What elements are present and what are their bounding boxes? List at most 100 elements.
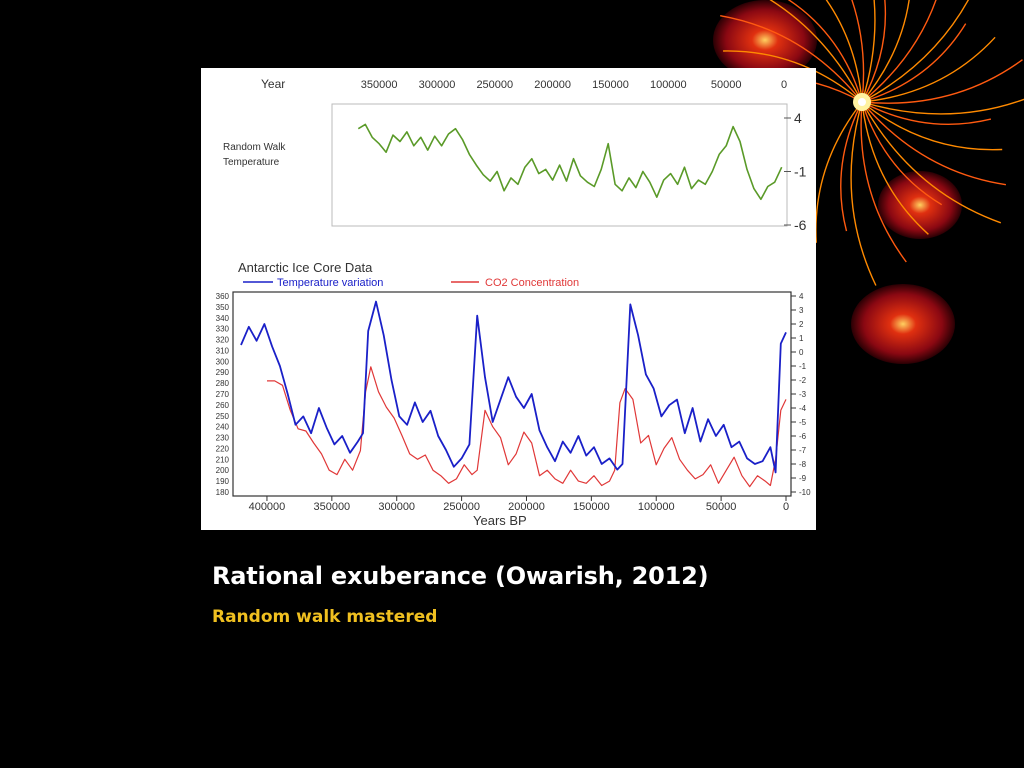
figure-svg: Year Random Walk Temperature 350000 30000…	[216, 77, 811, 528]
bottom-chart-x-ticks: 400000 350000 300000 250000 200000 150000 1000…	[249, 496, 789, 513]
bottom-x-tick-label: 200000	[508, 501, 545, 513]
bottom-left-y-tick-label: 270	[216, 390, 230, 399]
top-x-tick-label: 0	[781, 79, 787, 91]
firework-ray	[825, 0, 863, 103]
bottom-x-tick-label: 100000	[638, 501, 675, 513]
bottom-right-y-tick-label: -8	[799, 460, 807, 469]
figure-panel: Year Random Walk Temperature 350000 30000…	[201, 68, 816, 530]
bottom-chart-frame	[232, 291, 792, 497]
bottom-right-y-tick-label: -2	[799, 376, 807, 385]
bottom-x-tick-label: 400000	[249, 501, 286, 513]
bottom-left-y-tick-label: 320	[216, 336, 230, 345]
bottom-chart-title: Antarctic Ice Core Data	[238, 260, 373, 275]
bottom-right-y-tick-label: 0	[799, 348, 804, 357]
top-x-tick-label: 50000	[711, 79, 742, 91]
top-x-tick-label: 150000	[592, 79, 629, 91]
bottom-left-y-tick-label: 280	[216, 379, 230, 388]
bottom-right-y-tick-label: -5	[799, 418, 807, 427]
glow-orb	[851, 284, 955, 364]
firework-ray	[861, 101, 929, 235]
bottom-right-y-tick-label: -1	[799, 362, 807, 371]
top-y-tick-label: -6	[794, 217, 807, 233]
firework-ray	[861, 36, 996, 103]
bottom-right-y-tick-label: -6	[799, 432, 807, 441]
bottom-chart-xlabel: Years BP	[473, 513, 527, 528]
bottom-right-y-tick-label: -3	[799, 390, 807, 399]
bottom-x-tick-label: 0	[783, 501, 789, 513]
bottom-left-y-tick-label: 260	[216, 401, 230, 410]
firework-ray	[720, 15, 863, 103]
top-x-tick-label: 250000	[476, 79, 513, 91]
legend-temperature-label: Temperature variation	[277, 277, 383, 289]
firework-burst	[720, 0, 1024, 286]
bottom-chart-right-y-ticks: 4 3 2 1 0 -1 -2 -3 -4 -5 -6 -7 -8 -9 -10	[791, 292, 811, 497]
firework-ray	[861, 101, 1007, 186]
bottom-left-y-tick-label: 200	[216, 466, 230, 475]
bottom-right-y-tick-label: -10	[799, 488, 811, 497]
firework-ray	[861, 101, 943, 206]
bottom-right-y-tick-label: 4	[799, 292, 804, 301]
slide-title: Rational exuberance (Owarish, 2012)	[212, 562, 709, 590]
bottom-left-y-tick-label: 180	[216, 488, 230, 497]
top-y-tick-label: -1	[794, 164, 807, 180]
firework-core	[858, 98, 866, 106]
firework-ray	[840, 101, 863, 232]
bottom-left-y-tick-label: 220	[216, 444, 230, 453]
bottom-x-tick-label: 350000	[313, 501, 350, 513]
glow-orb	[878, 171, 962, 239]
bottom-left-y-tick-label: 340	[216, 314, 230, 323]
bottom-right-y-tick-label: -7	[799, 446, 807, 455]
firework-ray	[861, 0, 910, 103]
firework-ray	[860, 101, 907, 263]
bottom-x-tick-label: 250000	[443, 501, 480, 513]
bottom-left-y-tick-label: 240	[216, 423, 230, 432]
top-y-tick-label: 4	[794, 110, 802, 126]
bottom-right-y-tick-label: -9	[799, 474, 807, 483]
co2-line	[267, 366, 787, 488]
bottom-left-y-tick-label: 350	[216, 303, 230, 312]
bottom-right-y-tick-label: 2	[799, 320, 804, 329]
bottom-left-y-tick-label: 330	[216, 325, 230, 334]
bottom-x-tick-label: 50000	[706, 501, 737, 513]
top-chart-x-ticks: 350000 300000 250000 200000 150000 100000 5000…	[361, 79, 787, 91]
temperature-line	[240, 300, 787, 474]
firework-ray	[851, 0, 865, 103]
top-x-tick-label: 100000	[650, 79, 687, 91]
firework-ray	[861, 101, 1002, 224]
bottom-left-y-tick-label: 210	[216, 455, 230, 464]
slide-subtitle: Random walk mastered	[212, 607, 438, 627]
firework-ray	[861, 98, 1024, 115]
top-x-tick-label: 300000	[419, 79, 456, 91]
firework-ray	[787, 0, 863, 103]
firework-ray	[861, 0, 887, 103]
top-x-tick-label: 200000	[534, 79, 571, 91]
bottom-right-y-tick-label: 1	[799, 334, 804, 343]
legend-co2-label: CO2 Concentration	[485, 277, 579, 289]
firework-ray	[815, 101, 863, 243]
firework-ray	[861, 0, 970, 103]
bottom-left-y-tick-label: 250	[216, 412, 230, 421]
bottom-right-y-tick-label: -4	[799, 404, 807, 413]
top-chart-series-label-line1: Random Walk	[223, 142, 286, 153]
bottom-right-y-tick-label: 3	[799, 306, 804, 315]
bottom-chart-series	[240, 300, 787, 488]
top-chart-y-ticks: 4 -1 -6	[784, 110, 807, 233]
top-x-tick-label: 350000	[361, 79, 398, 91]
firework-ray	[861, 101, 1003, 151]
firework-ray	[769, 0, 863, 103]
bottom-x-tick-label: 300000	[378, 501, 415, 513]
firework-ray	[861, 101, 992, 126]
top-chart-series	[357, 123, 783, 201]
top-chart-year-label: Year	[261, 77, 285, 91]
random-walk-line	[357, 123, 783, 201]
firework-ray	[850, 101, 877, 286]
top-chart-series-label-line2: Temperature	[223, 157, 280, 168]
bottom-left-y-tick-label: 310	[216, 346, 230, 355]
firework-ray	[861, 0, 937, 103]
bottom-x-tick-label: 150000	[573, 501, 610, 513]
bottom-left-y-tick-label: 360	[216, 292, 230, 301]
bottom-left-y-tick-label: 230	[216, 434, 230, 443]
firework-ray	[861, 59, 1023, 104]
